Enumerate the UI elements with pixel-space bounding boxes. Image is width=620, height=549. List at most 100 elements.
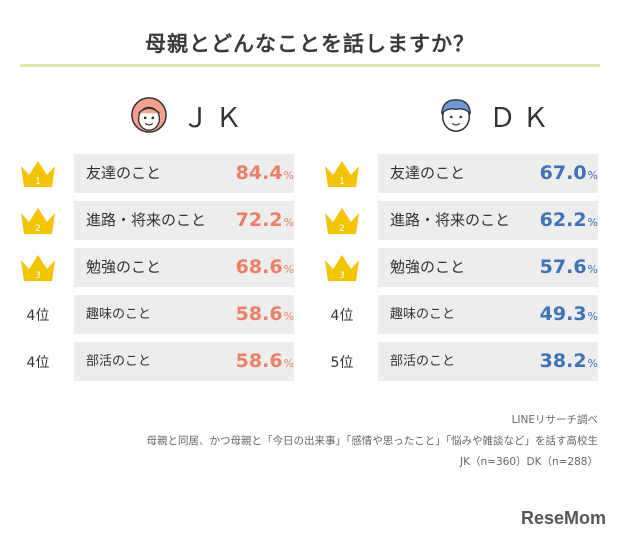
row-background <box>378 248 598 287</box>
value-unit: % <box>587 310 598 323</box>
ranking-row: 2 進路・将来のこと 72.2% <box>14 197 314 244</box>
value-unit: % <box>283 263 294 276</box>
topic-label: 勉強のこと <box>390 258 466 276</box>
crown-rank-number: 2 <box>35 224 41 234</box>
ranking-row: 3 勉強のこと 68.6% <box>14 244 314 291</box>
girl-face-icon <box>131 97 167 133</box>
dk-ranking-list: 1 友達のこと 67.0% 2 進路・将来のこと 62.2% 3 勉強のこと 57.6% 4位 趣味… <box>318 150 618 385</box>
row-background <box>74 201 294 240</box>
rank-label: 4位 <box>26 307 50 324</box>
jk-label: ＪＫ <box>182 102 248 134</box>
percentage-value: 67.0% <box>540 154 598 193</box>
rank-marker: 5位 <box>318 338 366 385</box>
topic-label: 趣味のこと <box>86 307 152 322</box>
value-number: 58.6 <box>235 350 283 372</box>
condition-note: 母親と同居、かつ母親と「今日の出来事」「感情や思ったこと」「悩みや雑談など」を話… <box>146 435 599 447</box>
crown-icon: 1 <box>21 160 55 187</box>
row-background <box>378 154 598 193</box>
topic-label: 部活のこと <box>86 354 152 369</box>
ranking-row: 1 友達のこと 84.4% <box>14 150 314 197</box>
value-number: 84.4 <box>235 162 283 184</box>
rank-marker: 1 <box>318 150 366 197</box>
percentage-value: 68.6% <box>236 248 294 287</box>
row-background <box>74 342 294 381</box>
sample-note: JK（n=360）DK（n=288） <box>460 456 598 468</box>
row-background <box>74 248 294 287</box>
value-unit: % <box>283 169 294 182</box>
value-number: 58.6 <box>235 303 283 325</box>
value-unit: % <box>283 310 294 323</box>
value-number: 57.6 <box>539 256 587 278</box>
crown-rank-number: 3 <box>339 271 345 281</box>
crown-icon: 2 <box>21 207 55 234</box>
topic-label: 部活のこと <box>390 354 456 369</box>
topic-label: 進路・将来のこと <box>390 211 511 229</box>
value-number: 67.0 <box>539 162 587 184</box>
value-unit: % <box>587 263 598 276</box>
percentage-value: 84.4% <box>236 154 294 193</box>
topic-label: 友達のこと <box>390 164 466 182</box>
row-background <box>74 154 294 193</box>
rank-marker: 2 <box>14 197 62 244</box>
value-number: 49.3 <box>539 303 587 325</box>
percentage-value: 58.6% <box>236 295 294 334</box>
ranking-row: 2 進路・将来のこと 62.2% <box>318 197 618 244</box>
crown-rank-number: 3 <box>35 271 41 281</box>
topic-label: 勉強のこと <box>86 258 162 276</box>
ranking-row: 5位 部活のこと 38.2% <box>318 338 618 385</box>
value-number: 38.2 <box>539 350 587 372</box>
rank-marker: 3 <box>14 244 62 291</box>
crown-icon: 2 <box>325 207 359 234</box>
jk-ranking-list: 1 友達のこと 84.4% 2 進路・将来のこと 72.2% 3 勉強のこと 68.6% 4位 趣味… <box>14 150 314 385</box>
ranking-row: 4位 部活のこと 58.6% <box>14 338 314 385</box>
crown-icon: 1 <box>325 160 359 187</box>
value-unit: % <box>587 357 598 370</box>
row-background <box>378 295 598 334</box>
percentage-value: 62.2% <box>540 201 598 240</box>
value-unit: % <box>283 216 294 229</box>
footnotes: LINEリサーチ調べ 母親と同居、かつ母親と「今日の出来事」「感情や思ったこと」… <box>147 410 599 473</box>
rank-marker: 2 <box>318 197 366 244</box>
resemom-logo: ReseMom <box>520 508 606 528</box>
rank-label: 5位 <box>330 354 354 371</box>
dk-header: ＤＫ <box>437 95 555 135</box>
crown-icon: 3 <box>325 254 359 281</box>
value-number: 62.2 <box>539 209 587 231</box>
rank-marker: 4位 <box>14 291 62 338</box>
rank-marker: 3 <box>318 244 366 291</box>
value-unit: % <box>587 216 598 229</box>
rank-marker: 4位 <box>14 338 62 385</box>
rank-marker: 1 <box>14 150 62 197</box>
crown-rank-number: 1 <box>339 177 345 187</box>
chart-title: 母親とどんなことを話しますか？ <box>145 32 475 56</box>
percentage-value: 38.2% <box>540 342 598 381</box>
ranking-row: 4位 趣味のこと 49.3% <box>318 291 618 338</box>
source-note: LINEリサーチ調べ <box>511 414 598 426</box>
title-underline <box>20 64 600 67</box>
topic-label: 友達のこと <box>86 164 162 182</box>
percentage-value: 49.3% <box>540 295 598 334</box>
rank-marker: 4位 <box>318 291 366 338</box>
boy-face-icon <box>440 99 472 132</box>
crown-rank-number: 1 <box>35 177 41 187</box>
percentage-value: 72.2% <box>236 201 294 240</box>
percentage-value: 57.6% <box>540 248 598 287</box>
ranking-row: 1 友達のこと 67.0% <box>318 150 618 197</box>
value-number: 72.2 <box>235 209 283 231</box>
crown-rank-number: 2 <box>339 224 345 234</box>
value-number: 68.6 <box>235 256 283 278</box>
percentage-value: 58.6% <box>236 342 294 381</box>
value-unit: % <box>587 169 598 182</box>
rank-label: 4位 <box>330 307 354 324</box>
rank-label: 4位 <box>26 354 50 371</box>
topic-label: 趣味のこと <box>390 307 456 322</box>
jk-header: ＪＫ <box>130 95 248 135</box>
row-background <box>378 342 598 381</box>
ranking-row: 3 勉強のこと 57.6% <box>318 244 618 291</box>
ranking-row: 4位 趣味のこと 58.6% <box>14 291 314 338</box>
topic-label: 進路・将来のこと <box>86 211 207 229</box>
row-background <box>74 295 294 334</box>
row-background <box>378 201 598 240</box>
value-unit: % <box>283 357 294 370</box>
crown-icon: 3 <box>21 254 55 281</box>
